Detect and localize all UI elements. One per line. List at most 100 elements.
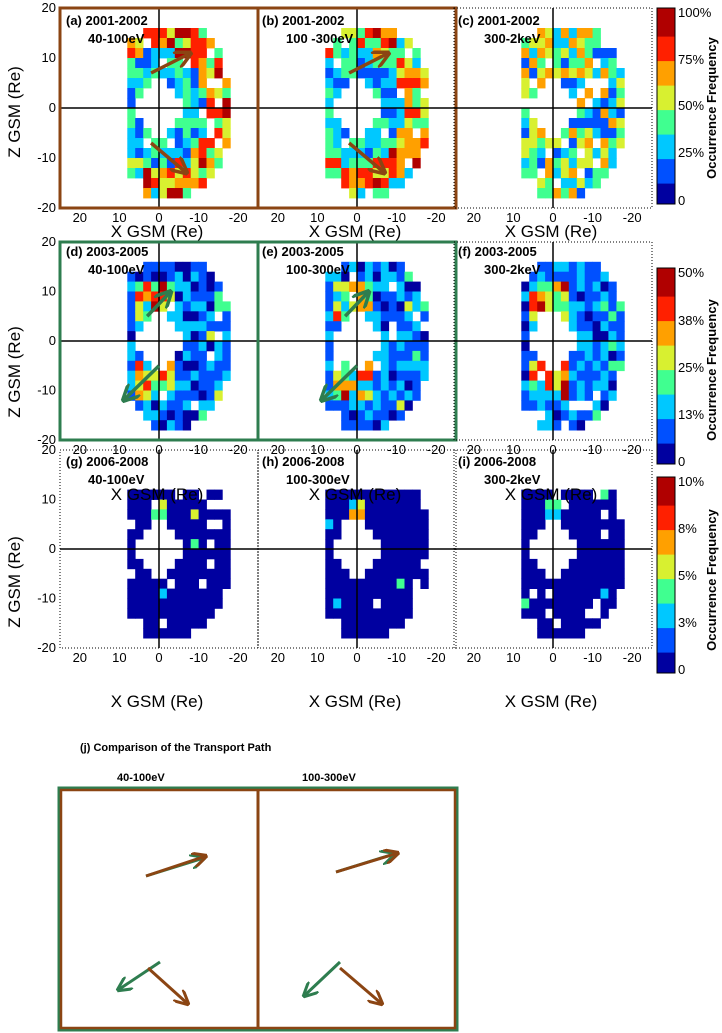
heatmap-cell: [127, 588, 136, 599]
panel-i-label: (i) 2006-2008: [458, 454, 536, 469]
colorbar-segment: [657, 636, 675, 641]
heatmap-cell: [333, 370, 342, 381]
heatmap-cell: [364, 519, 374, 530]
heatmap-cell: [198, 291, 207, 302]
heatmap-cell: [553, 608, 562, 619]
colorbar-segment: [657, 81, 675, 87]
heatmap-cell: [529, 168, 538, 179]
heatmap-cell: [380, 88, 390, 99]
heatmap-cell: [600, 499, 609, 510]
heatmap-cell: [364, 128, 374, 139]
heatmap-cell: [568, 350, 578, 362]
heatmap-cell: [545, 168, 554, 179]
colorbar-segment: [657, 542, 675, 547]
heatmap-cell: [325, 499, 334, 510]
heatmap-cell: [372, 178, 382, 189]
heatmap-cell: [174, 420, 184, 431]
heatmap-cell: [341, 509, 350, 520]
heatmap-cell: [206, 68, 215, 79]
comparison-right-green-lower: [304, 960, 342, 996]
heatmap-cell: [576, 118, 586, 129]
heatmap-cell: [325, 148, 334, 159]
heatmap-cell: [388, 261, 397, 273]
heatmap-cell: [420, 360, 429, 372]
heatmap-cell: [537, 519, 546, 530]
heatmap-cell: [127, 370, 136, 381]
heatmap-cell: [198, 311, 207, 322]
heatmap-cell: [560, 291, 570, 302]
heatmap-cell: [182, 588, 192, 599]
heatmap-cell: [388, 38, 397, 49]
heatmap-cell: [568, 128, 578, 139]
transport-arrow-upper: [150, 53, 191, 75]
heatmap-cell: [412, 568, 421, 580]
heatmap-cell: [568, 168, 578, 179]
heatmap-cell: [568, 360, 578, 372]
colorbar-segment: [657, 554, 675, 560]
y-tick-label: -20: [37, 200, 56, 215]
heatmap-cell: [396, 128, 405, 139]
heatmap-cell: [349, 380, 358, 391]
heatmap-cell: [166, 380, 176, 391]
heatmap-cell: [143, 68, 152, 79]
heatmap-cell: [412, 350, 421, 362]
heatmap-cell: [325, 578, 334, 589]
heatmap-cell: [372, 568, 382, 580]
heatmap-cell: [592, 291, 601, 302]
heatmap-cell: [545, 281, 554, 292]
heatmap-cell: [584, 118, 593, 129]
heatmap-cell: [537, 291, 546, 302]
colorbar-segment: [657, 374, 675, 379]
heatmap-cell: [325, 370, 334, 381]
heatmap-cell: [545, 370, 554, 381]
heatmap-cell: [135, 529, 144, 540]
heatmap-cell: [380, 539, 390, 550]
heatmap-cell: [135, 321, 144, 332]
heatmap-cell: [380, 578, 390, 589]
heatmap-cell: [521, 519, 530, 530]
heatmap-cell: [388, 499, 397, 510]
colorbar-segment: [657, 566, 675, 572]
colorbar-row3: 10% 8% 5% 3% 0 Occurrence Frequency: [656, 474, 719, 677]
heatmap-cell: [553, 410, 562, 421]
heatmap-cell: [537, 48, 546, 59]
colorbar-segment: [657, 624, 675, 629]
heatmap-cell: [420, 370, 429, 381]
heatmap-cell: [576, 178, 586, 189]
x-tick-label: -10: [189, 650, 208, 665]
heatmap-cell: [592, 509, 601, 520]
heatmap-cell: [592, 28, 601, 39]
colorbar-row1: 100% 75% 50% 25% 0 Occurrence Frequency: [656, 5, 719, 208]
x-axis-label-h: X GSM (Re): [309, 692, 402, 711]
heatmap-cell: [174, 350, 184, 362]
heatmap-cell: [412, 321, 421, 332]
heatmap-cell: [182, 271, 192, 282]
heatmap-cell: [206, 158, 215, 169]
heatmap-cell: [545, 618, 554, 629]
heatmap-cell: [333, 168, 342, 179]
heatmap-cell: [372, 311, 382, 322]
heatmap-cell: [127, 321, 136, 332]
heatmap-cell: [388, 598, 397, 609]
heatmap-cell: [576, 350, 586, 362]
heatmap-cell: [420, 128, 429, 139]
heatmap-cell: [537, 178, 546, 189]
heatmap-cell: [372, 148, 382, 159]
heatmap-cell: [198, 88, 207, 99]
colorbar-segment: [657, 648, 675, 654]
heatmap-cell: [420, 549, 429, 560]
x-axis-label-a: X GSM (Re): [111, 222, 204, 241]
heatmap-cell: [568, 138, 578, 149]
x-tick-label: -20: [229, 210, 248, 225]
heatmap-cell: [388, 400, 397, 411]
colorbar-segment: [657, 546, 675, 551]
heatmap-cell: [174, 360, 184, 372]
heatmap-cell: [412, 360, 421, 372]
heatmap-cell: [333, 281, 342, 292]
heatmap-cell: [608, 390, 617, 401]
heatmap-cell: [553, 390, 562, 401]
colorbar-segment: [657, 628, 675, 633]
heatmap-cell: [404, 370, 413, 381]
heatmap-cell: [592, 178, 601, 189]
x-tick-label: -10: [387, 210, 406, 225]
